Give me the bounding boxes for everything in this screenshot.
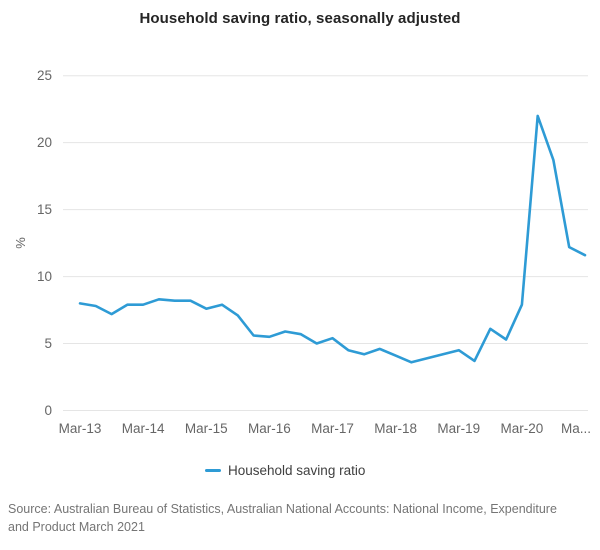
x-tick-label: Ma...: [561, 421, 591, 436]
x-tick-label: Mar-20: [500, 421, 543, 436]
x-tick-label: Mar-19: [437, 421, 480, 436]
y-tick-label: 0: [44, 403, 52, 418]
y-tick-label: 20: [37, 135, 52, 150]
legend-line-icon: [205, 468, 221, 472]
y-tick-label: 10: [37, 269, 52, 284]
line-chart-plot: 0 5 10 15 20 25% Mar-13 Mar-14 Mar-15 Mar-16 Mar-1…: [13, 68, 591, 436]
y-tick-label: 15: [37, 202, 52, 217]
legend: Household saving ratio: [205, 462, 365, 478]
x-tick-label: Mar-15: [185, 421, 228, 436]
y-tick-label: 5: [44, 336, 52, 351]
x-tick-label: Mar-14: [122, 421, 165, 436]
x-tick-label: Mar-17: [311, 421, 354, 436]
x-tick-label: Mar-16: [248, 421, 291, 436]
saving-ratio-line: [78, 114, 587, 364]
x-tick-label: Mar-18: [374, 421, 417, 436]
x-tick-label: Mar-13: [59, 421, 102, 436]
chart-title: Household saving ratio, seasonally adjus…: [139, 10, 461, 27]
legend-label: Household saving ratio: [228, 462, 366, 478]
source-note: Source: Australian Bureau of Statistics,…: [8, 502, 557, 534]
y-tick-label: 25: [37, 68, 52, 83]
y-axis-unit-label: %: [13, 237, 28, 249]
